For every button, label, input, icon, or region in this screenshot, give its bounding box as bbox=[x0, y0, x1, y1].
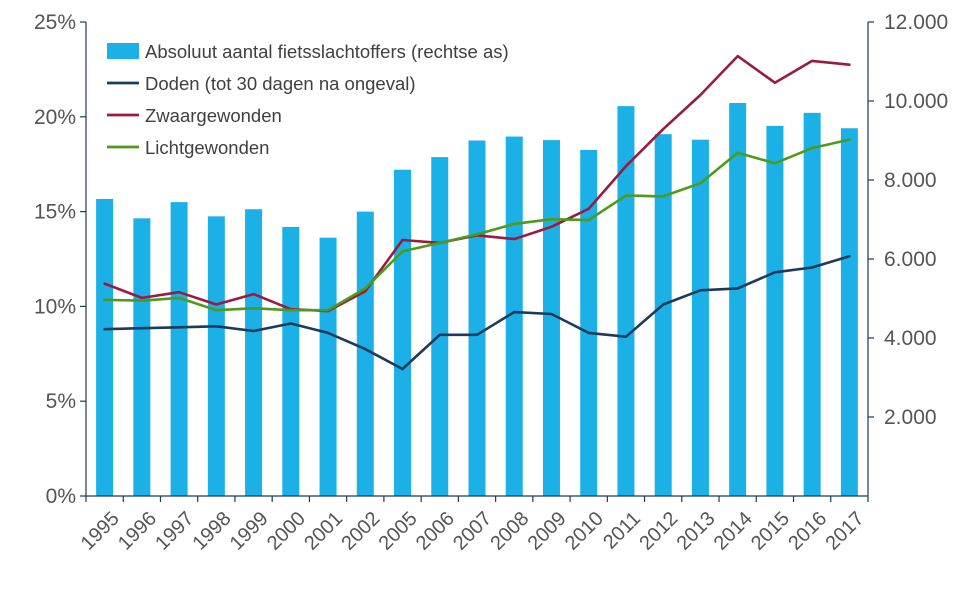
bar-1996 bbox=[133, 218, 151, 496]
bar-2012 bbox=[654, 134, 672, 496]
bar-2005 bbox=[394, 169, 412, 497]
line-series-group bbox=[103, 54, 851, 371]
left-tick-label: 0% bbox=[46, 485, 76, 508]
x-tick-label: 1997 bbox=[151, 508, 198, 555]
x-tick-label: 2006 bbox=[412, 508, 459, 555]
right-tick-label: 12.000 bbox=[884, 11, 948, 34]
x-tick-label: 2011 bbox=[599, 508, 645, 554]
legend-label: Absoluut aantal fietsslachtoffers (recht… bbox=[145, 41, 509, 62]
x-tick-label: 2012 bbox=[635, 508, 682, 555]
x-tick-label: 2015 bbox=[747, 508, 794, 555]
x-tick-label: 2000 bbox=[263, 508, 310, 555]
x-tick-label: 2008 bbox=[486, 508, 533, 555]
bar-2006 bbox=[431, 157, 449, 496]
x-tick-label: 2014 bbox=[710, 508, 757, 555]
x-tick-label: 2001 bbox=[300, 508, 347, 555]
bar-2002 bbox=[356, 211, 374, 496]
x-tick-label: 2010 bbox=[561, 508, 608, 555]
left-tick-label: 25% bbox=[34, 11, 76, 34]
bar-2000 bbox=[282, 227, 300, 496]
bar-1998 bbox=[207, 216, 225, 496]
bar-1997 bbox=[170, 202, 188, 496]
legend: Absoluut aantal fietsslachtoffers (recht… bbox=[107, 41, 509, 158]
left-tick-label: 15% bbox=[34, 201, 76, 224]
legend-label: Doden (tot 30 dagen na ongeval) bbox=[145, 73, 416, 94]
bar-1999 bbox=[245, 209, 263, 497]
bar-2010 bbox=[580, 149, 598, 497]
right-tick-label: 2.000 bbox=[884, 406, 937, 429]
right-tick-label: 4.000 bbox=[884, 327, 937, 350]
bar-1995 bbox=[96, 198, 114, 496]
x-tick-label: 1999 bbox=[226, 508, 273, 555]
bar-2011 bbox=[617, 106, 635, 496]
left-tick-label: 20% bbox=[34, 106, 76, 129]
right-tick-label: 8.000 bbox=[884, 169, 937, 192]
line-series-1 bbox=[103, 254, 851, 371]
legend-swatch-bar bbox=[107, 43, 139, 59]
x-tick-label: 2017 bbox=[822, 508, 869, 555]
bar-2015 bbox=[766, 125, 784, 496]
x-tick-label: 2016 bbox=[784, 508, 831, 555]
bar-2001 bbox=[319, 237, 337, 497]
x-tick-label: 2009 bbox=[524, 508, 571, 555]
legend-label: Zwaargewonden bbox=[145, 105, 282, 126]
bar-2013 bbox=[691, 139, 709, 496]
bar-2016 bbox=[803, 112, 821, 496]
x-tick-label: 1996 bbox=[114, 508, 161, 555]
bar-series bbox=[96, 102, 858, 497]
line-series-3 bbox=[103, 138, 851, 312]
x-tick-label: 2007 bbox=[449, 508, 496, 555]
bar-2014 bbox=[729, 102, 747, 496]
legend-label: Lichtgewonden bbox=[145, 137, 269, 158]
bar-2007 bbox=[468, 140, 486, 496]
bar-2017 bbox=[840, 128, 858, 496]
x-tick-label: 1998 bbox=[188, 508, 235, 555]
left-tick-label: 5% bbox=[46, 390, 76, 413]
x-tick-label: 2013 bbox=[673, 508, 720, 555]
x-tick-label: 2002 bbox=[337, 508, 384, 555]
x-tick-label: 2005 bbox=[375, 508, 422, 555]
right-tick-label: 10.000 bbox=[884, 90, 948, 113]
left-tick-label: 10% bbox=[34, 295, 76, 318]
x-tick-label: 1995 bbox=[77, 508, 124, 555]
right-tick-label: 6.000 bbox=[884, 248, 937, 271]
